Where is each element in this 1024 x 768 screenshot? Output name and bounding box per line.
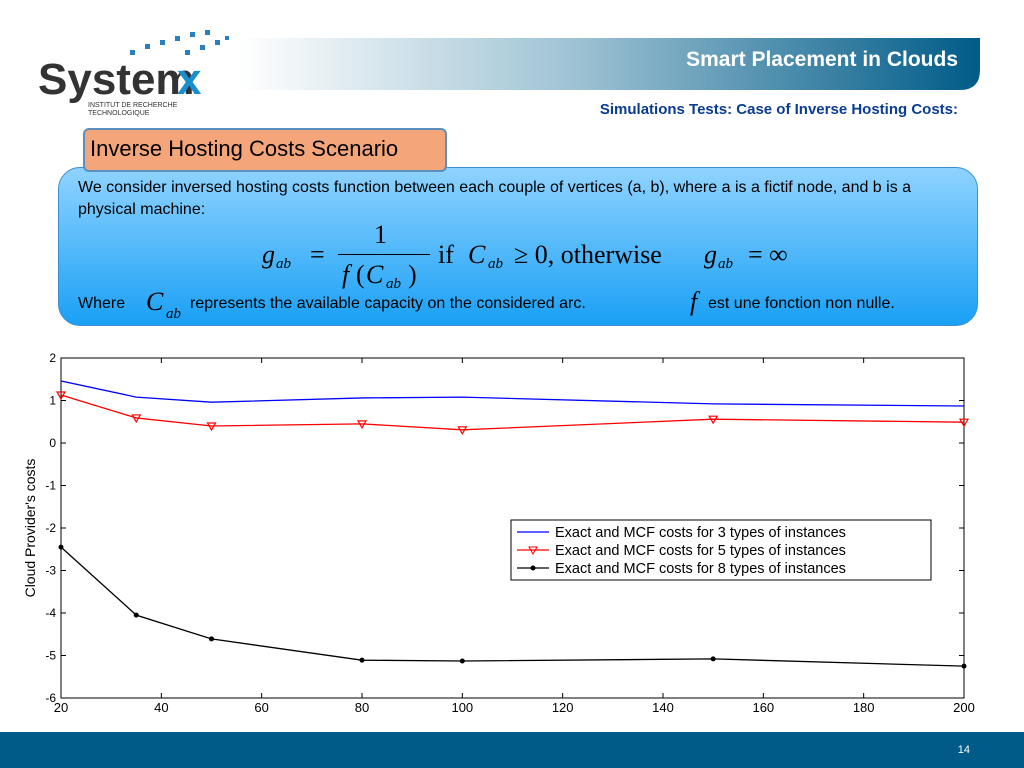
- fraction-bar: [338, 254, 430, 255]
- point: [209, 636, 214, 642]
- logo-name: System: [38, 55, 195, 104]
- y-tick-label: -6: [45, 691, 56, 705]
- formula-part: g: [704, 240, 717, 269]
- y-tick-label: 2: [49, 351, 56, 365]
- legend-label: Exact and MCF costs for 5 types of insta…: [555, 543, 846, 559]
- formula-part: C: [468, 240, 486, 269]
- header: System x INSTITUT DE RECHERCHE TECHNOLOG…: [38, 30, 980, 118]
- formula-part: 1: [374, 220, 387, 249]
- scenario-intro: We consider inversed hosting costs funct…: [78, 179, 912, 218]
- logo-dots: [130, 30, 229, 55]
- x-tick-label: 100: [451, 700, 473, 715]
- formula-part: ab: [386, 276, 401, 292]
- x-tick-label: 60: [254, 700, 268, 715]
- x-tick-label: 40: [154, 700, 168, 715]
- y-tick-label: -2: [45, 521, 56, 535]
- formula-part: if: [438, 240, 454, 269]
- where-text: est une fonction non nulle.: [708, 295, 895, 312]
- formula-part: = ∞: [748, 240, 788, 269]
- legend-swatch: [528, 546, 538, 556]
- chart: 20 40 60 80 100 120 140 160 180 200 -6 -5 -4 -3 -2 -1 0 1…: [22, 351, 975, 715]
- formula-part: ab: [276, 256, 291, 272]
- x-tick-label: 140: [652, 700, 674, 715]
- point: [459, 658, 465, 664]
- point: [457, 426, 468, 436]
- logo-mark: x: [177, 55, 202, 104]
- formula-part: f: [342, 260, 350, 289]
- point: [206, 422, 217, 432]
- x-tick-label: 200: [953, 700, 975, 715]
- x-tick-label: 160: [752, 700, 774, 715]
- series-line: [60, 394, 965, 431]
- point: [961, 663, 967, 669]
- y-tick-label: 1: [49, 394, 56, 408]
- where-symbol: C: [146, 287, 164, 316]
- x-tick-label: 120: [552, 700, 574, 715]
- footer-bar: [0, 732, 1024, 768]
- scenario-box: [58, 167, 978, 326]
- where-label: Where: [78, 295, 126, 312]
- y-tick-label: 0: [49, 436, 56, 450]
- y-tick-label: -5: [45, 649, 56, 663]
- formula-part: ab: [488, 256, 503, 272]
- formula-part: ab: [718, 256, 733, 272]
- x-tick-label: 180: [853, 700, 875, 715]
- formula-part: ): [408, 260, 417, 289]
- logo-tagline: INSTITUT DE RECHERCHE: [88, 102, 178, 109]
- legend-swatch: [530, 565, 536, 571]
- point: [708, 415, 719, 425]
- y-tick-label: -3: [45, 564, 56, 578]
- formula: g ab = 1 f ( C ab ) if C ab ≥ 0, otherwi…: [262, 220, 822, 298]
- point: [356, 420, 368, 430]
- point: [958, 418, 970, 428]
- legend-label: Exact and MCF costs for 3 types of insta…: [555, 525, 846, 541]
- logo-tagline: TECHNOLOGIQUE: [88, 110, 150, 117]
- y-axis-label: Cloud Provider's costs: [22, 459, 38, 598]
- where-symbol: f: [690, 287, 698, 316]
- point: [55, 391, 67, 401]
- point: [131, 414, 142, 424]
- y-tick-label: -1: [45, 479, 56, 493]
- where-text: represents the available capacity on the…: [190, 295, 586, 312]
- formula-part: ≥ 0, otherwise: [514, 240, 662, 269]
- x-tick-label: 80: [355, 700, 369, 715]
- point: [58, 544, 64, 550]
- where-symbol: ab: [166, 306, 181, 322]
- formula-part: =: [310, 240, 325, 269]
- page-number: 14: [957, 744, 970, 756]
- title-bar: [240, 38, 980, 90]
- title: Smart Placement in Clouds: [686, 48, 958, 71]
- point: [133, 612, 139, 618]
- formula-part: g: [262, 240, 275, 269]
- series-line: [60, 380, 965, 407]
- legend-box: [510, 519, 932, 581]
- legend-label: Exact and MCF costs for 8 types of insta…: [555, 561, 846, 577]
- y-tick-label: -4: [45, 606, 56, 620]
- scenario-label-box: [83, 128, 447, 172]
- subtitle: Simulations Tests: Case of Inverse Hosti…: [600, 101, 958, 118]
- x-tick-label: 20: [54, 700, 68, 715]
- formula-part: (: [356, 260, 365, 289]
- formula-part: C: [366, 260, 384, 289]
- scenario-label: Inverse Hosting Costs Scenario: [90, 136, 399, 161]
- point: [710, 656, 716, 662]
- point: [359, 657, 365, 663]
